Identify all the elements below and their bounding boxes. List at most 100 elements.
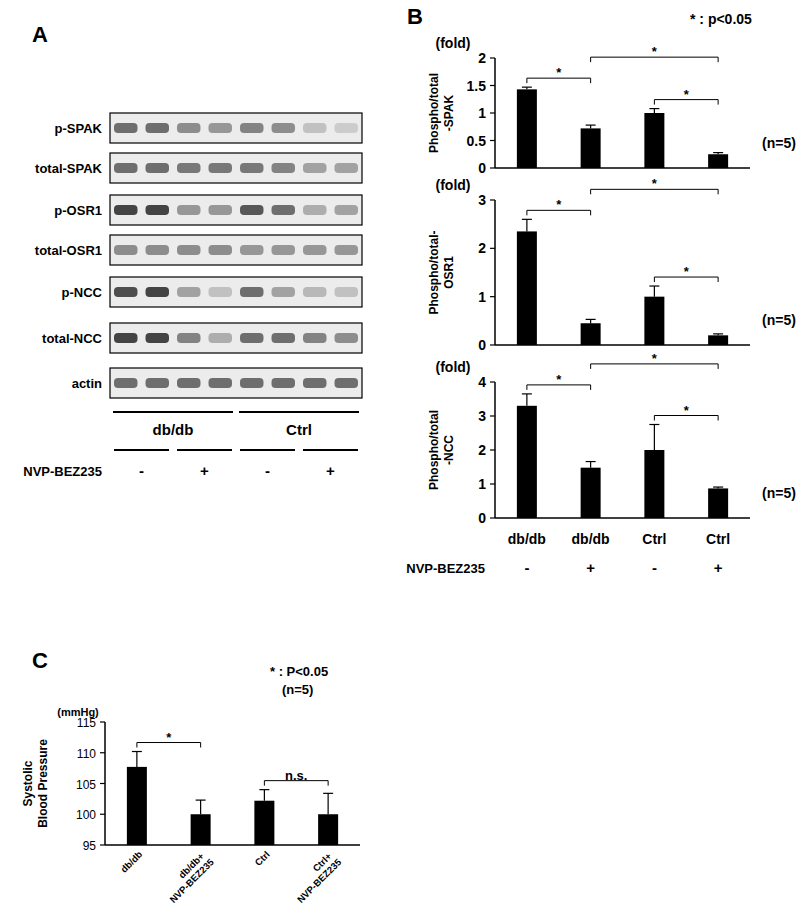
bar bbox=[517, 406, 537, 518]
bar bbox=[644, 297, 664, 345]
treatment-label: NVP-BEZ235 bbox=[23, 464, 102, 479]
significance-label: * bbox=[556, 197, 562, 212]
error-cap bbox=[132, 751, 142, 752]
band bbox=[114, 287, 138, 297]
blot-strip bbox=[110, 277, 362, 307]
y-unit: (fold) bbox=[436, 177, 471, 193]
band bbox=[177, 163, 201, 173]
y-tick-label: 1 bbox=[478, 289, 486, 305]
band bbox=[114, 123, 138, 133]
blot-strip bbox=[110, 323, 362, 353]
figure: Ap-SPAKtotal-SPAKp-OSR1total-OSR1p-NCCto… bbox=[0, 0, 800, 908]
error-cap bbox=[713, 333, 723, 334]
treatment-sign: - bbox=[652, 559, 657, 576]
band bbox=[177, 378, 201, 388]
treatment-sign: + bbox=[326, 462, 335, 479]
y-tick bbox=[490, 483, 495, 484]
bar bbox=[191, 814, 211, 845]
y-unit: (fold) bbox=[436, 35, 471, 51]
significance-label: * bbox=[166, 730, 172, 745]
band bbox=[240, 333, 264, 343]
error-stem bbox=[200, 800, 201, 814]
band bbox=[209, 378, 233, 388]
band bbox=[272, 333, 296, 343]
significance-label: * bbox=[684, 264, 690, 279]
significance-label: * bbox=[556, 372, 562, 387]
row-label: p-NCC bbox=[62, 285, 103, 300]
treatment-sign: - bbox=[524, 559, 529, 576]
y-tick bbox=[490, 517, 495, 518]
bars bbox=[517, 219, 728, 345]
error-bar bbox=[196, 800, 206, 814]
band bbox=[335, 205, 359, 215]
y-tick-label: 1.5 bbox=[467, 78, 487, 94]
band bbox=[114, 378, 138, 388]
band bbox=[209, 245, 233, 255]
group-line bbox=[113, 411, 233, 413]
band bbox=[240, 205, 264, 215]
error-bar bbox=[649, 425, 659, 451]
band bbox=[335, 163, 359, 173]
band bbox=[209, 287, 233, 297]
band bbox=[303, 123, 327, 133]
y-tick bbox=[490, 57, 495, 58]
panel-letter: C bbox=[32, 648, 48, 673]
y-axis-label: Blood Pressure bbox=[36, 739, 50, 828]
x-tick-line: NVP-BEZ235 bbox=[167, 856, 216, 905]
pair-line bbox=[303, 449, 358, 451]
bar bbox=[644, 450, 664, 518]
n-label: (n=5) bbox=[762, 485, 796, 501]
n-label: (n=5) bbox=[282, 682, 313, 697]
significance-label: * bbox=[684, 403, 690, 418]
band bbox=[114, 163, 138, 173]
chart: C* : P<0.05(n=5)(mmHg)SystolicBlood Pres… bbox=[21, 648, 360, 905]
y-tick bbox=[490, 112, 495, 113]
y-tick-label: 110 bbox=[77, 747, 96, 761]
error-bar bbox=[586, 319, 596, 323]
y-tick bbox=[490, 85, 495, 86]
band bbox=[177, 245, 201, 255]
row-label: actin bbox=[72, 376, 102, 391]
bar bbox=[581, 128, 601, 168]
error-bar bbox=[649, 286, 659, 297]
band bbox=[209, 123, 233, 133]
band bbox=[272, 378, 296, 388]
bars bbox=[517, 87, 728, 168]
row-label: p-OSR1 bbox=[54, 203, 102, 218]
significance-label: n.s. bbox=[285, 768, 307, 783]
group-label: Ctrl bbox=[286, 421, 312, 438]
x-tick-label: Ctrl bbox=[642, 531, 666, 547]
y-tick bbox=[490, 415, 495, 416]
band bbox=[272, 163, 296, 173]
bar bbox=[517, 89, 537, 168]
treatment-sign: + bbox=[586, 559, 595, 576]
y-axis-label: Phospho/total bbox=[427, 410, 441, 490]
band bbox=[240, 378, 264, 388]
y-tick-label: 4 bbox=[478, 374, 486, 390]
treatment-label: NVP-BEZ235 bbox=[406, 561, 485, 576]
pair-line bbox=[114, 449, 169, 451]
y-tick bbox=[490, 248, 495, 249]
y-tick-label: 0.5 bbox=[467, 133, 487, 149]
error-cap bbox=[713, 152, 723, 153]
treatment-sign: + bbox=[714, 559, 723, 576]
y-axis-label: Systolic bbox=[21, 760, 35, 806]
n-label: (n=5) bbox=[762, 312, 796, 328]
y-tick-label: 1 bbox=[478, 476, 486, 492]
y-tick bbox=[490, 296, 495, 297]
x-tick-line: NVP-BEZ235 bbox=[295, 856, 344, 905]
band bbox=[240, 123, 264, 133]
blot-strip bbox=[110, 153, 362, 183]
bar bbox=[127, 767, 147, 845]
error-bar bbox=[586, 462, 596, 468]
row-label: p-SPAK bbox=[55, 121, 103, 136]
x-tick-label: db/db bbox=[118, 849, 144, 875]
bar bbox=[318, 814, 338, 845]
significance-label: * bbox=[556, 65, 562, 80]
band bbox=[335, 123, 359, 133]
significance-label: * bbox=[684, 87, 690, 102]
blot-strip bbox=[110, 235, 362, 265]
blot-strip bbox=[110, 195, 362, 225]
group-label: db/db bbox=[153, 421, 194, 438]
y-tick bbox=[100, 814, 105, 815]
